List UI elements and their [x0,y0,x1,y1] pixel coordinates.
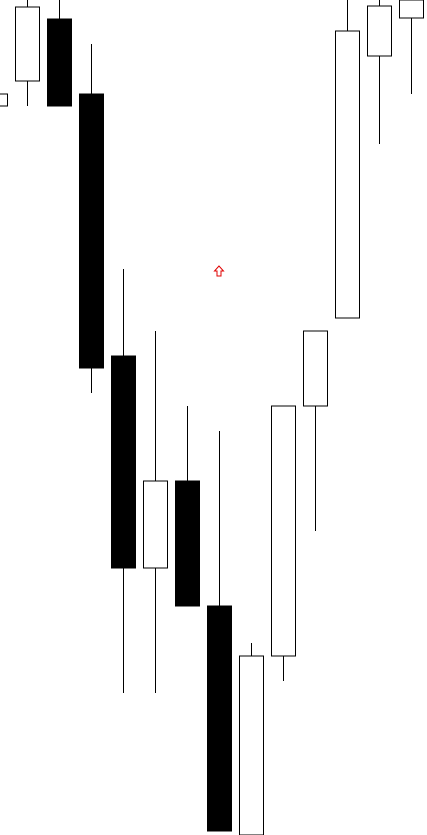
candle-body [367,5,392,57]
candle-body [271,405,296,657]
candle-body [143,480,168,569]
candle-body [0,93,8,107]
cursor-arrow [213,265,225,277]
candle-body [303,330,328,407]
candle-body [79,93,104,369]
candle-body [15,6,40,82]
candle-body [239,655,264,835]
candle-body [335,30,360,319]
candle-body [175,480,200,607]
candle-body [111,355,136,569]
candle-body [399,0,424,19]
candle-body [47,18,72,107]
candle-body [207,605,232,832]
